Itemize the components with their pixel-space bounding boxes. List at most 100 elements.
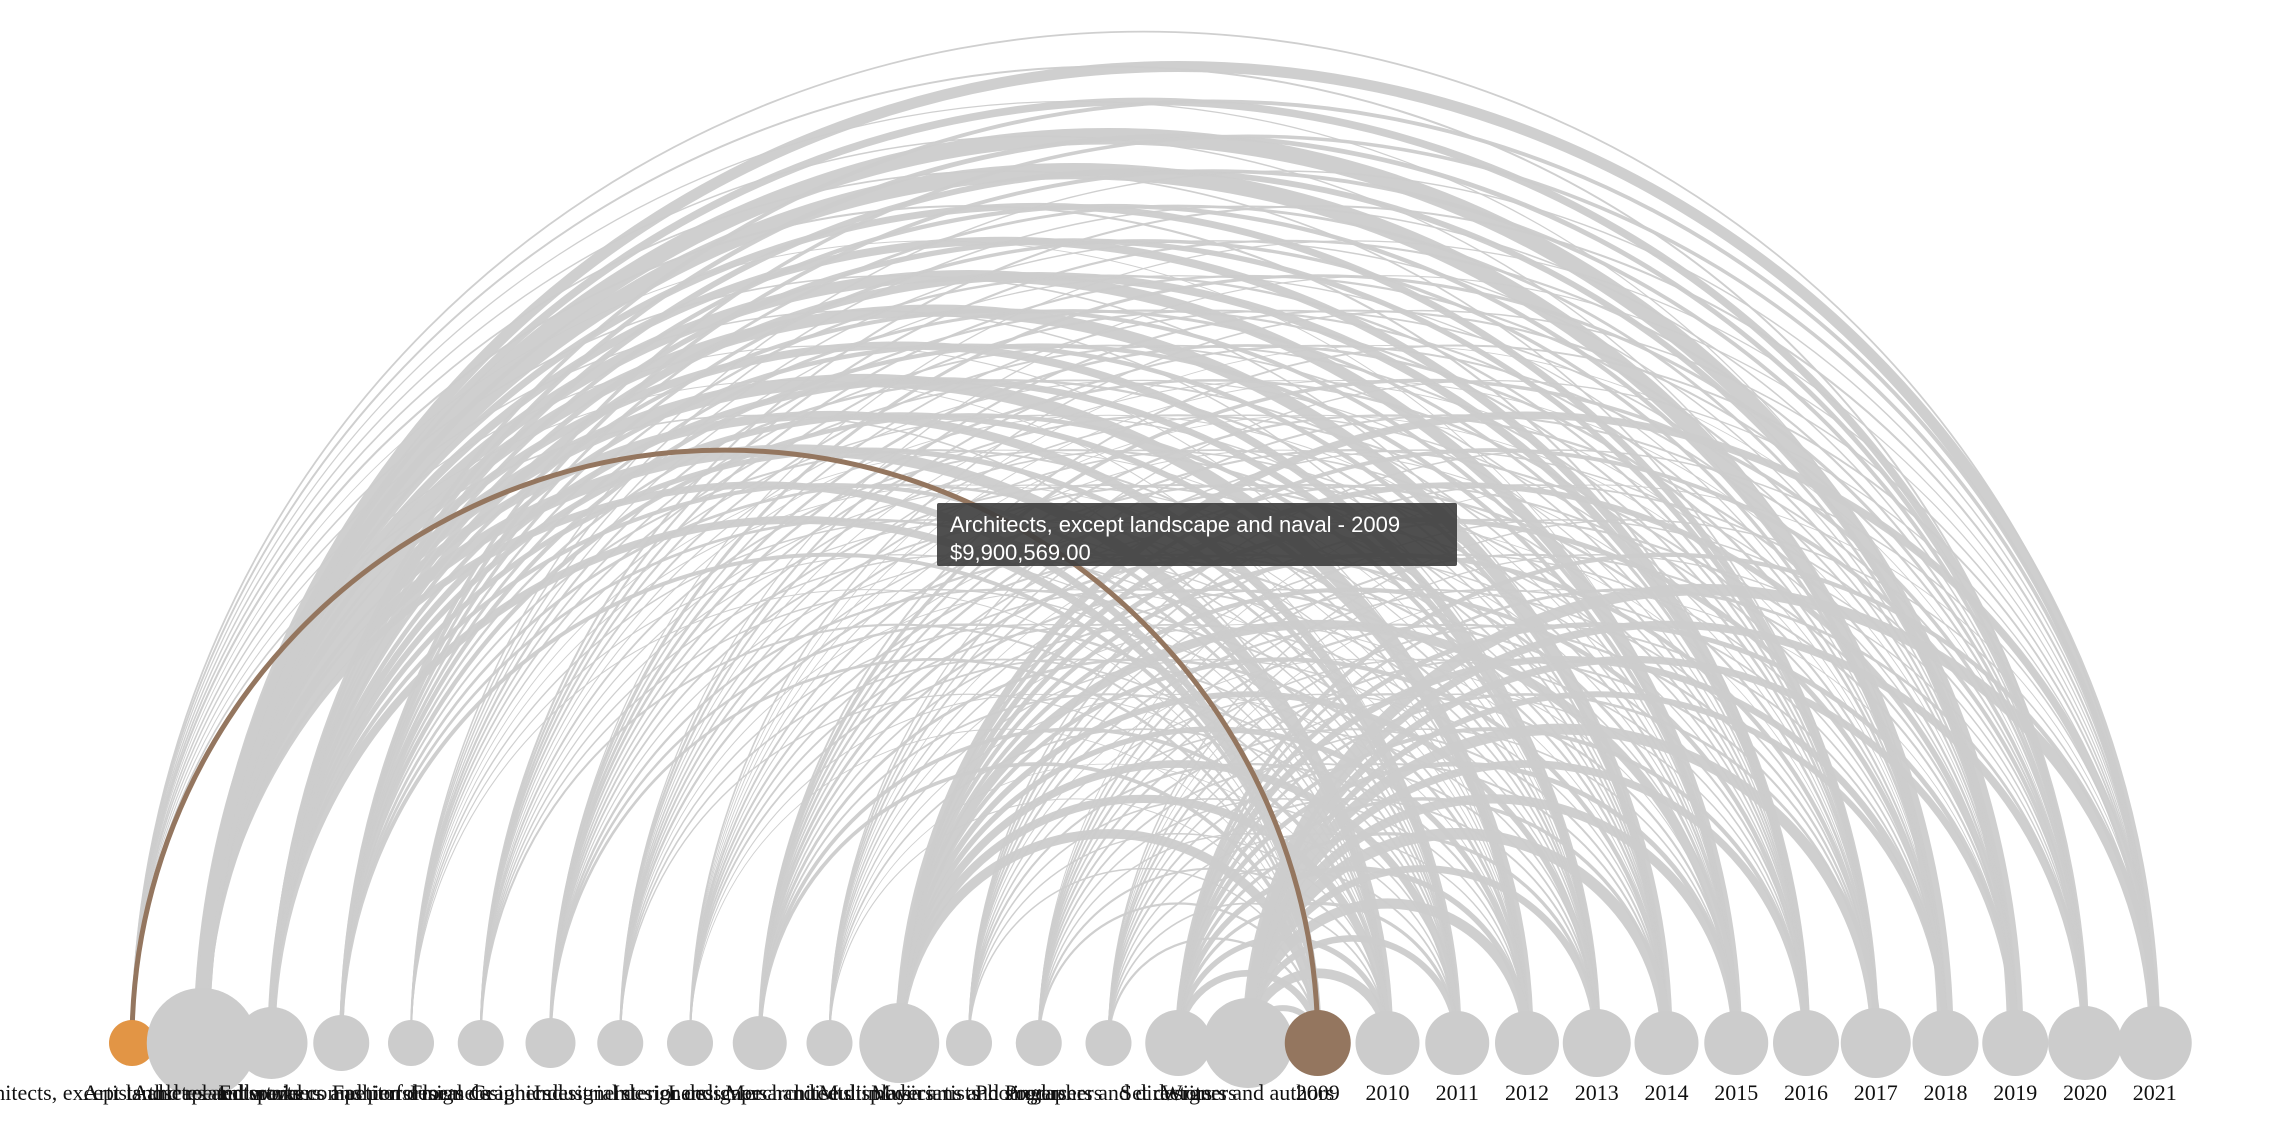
year-node-2014[interactable] (1634, 1011, 1699, 1075)
link-fashion-designers-2016[interactable] (410, 344, 1807, 1044)
link-fashion-designers-2019[interactable] (410, 240, 2016, 1044)
year-node-2010[interactable] (1355, 1011, 1420, 1075)
link-fashion-designers-2013[interactable] (410, 449, 1598, 1044)
link-industrial-designers-2015[interactable] (619, 483, 1738, 1044)
link-multimedia-artists-2020[interactable] (897, 448, 2087, 1044)
link-graphic-designers-2021[interactable] (549, 240, 2156, 1044)
link-producers-and-directors-2019[interactable] (1108, 589, 2016, 1044)
occupation-node-graphic-designers[interactable] (525, 1018, 576, 1068)
occupation-node-producers-and-directors[interactable] (1085, 1020, 1132, 1066)
link-floral-designers-2014[interactable] (479, 449, 1668, 1044)
highlighted-link[interactable] (129, 447, 1321, 1044)
link-interior-designers-2016[interactable] (688, 483, 1808, 1044)
occupation-node-musicians-and-singers[interactable] (946, 1020, 992, 1066)
occupation-node-fashion-designers[interactable] (388, 1020, 434, 1066)
link-floral-designers-2016[interactable] (480, 379, 1807, 1044)
link-merchandise-displayers-2021[interactable] (828, 379, 2156, 1044)
link-musicians-and-singers-2015[interactable] (968, 658, 1737, 1044)
occupation-node-entertainers-and-performers[interactable] (313, 1015, 370, 1071)
occupation-node-landscape-architects[interactable] (732, 1016, 787, 1070)
link-multimedia-artists-2013[interactable] (896, 691, 1600, 1044)
year-node-2011[interactable] (1425, 1011, 1490, 1075)
link-floral-designers-2017[interactable] (479, 344, 1877, 1044)
link-musicians-and-singers-2021[interactable] (968, 449, 2156, 1044)
link-photographers-2021[interactable] (1038, 484, 2156, 1044)
year-node-2017[interactable] (1840, 1008, 1911, 1078)
link-set-designers-2018[interactable] (1174, 656, 1949, 1044)
link-producers-and-directors-2013[interactable] (1107, 798, 1598, 1044)
link-athletes-and-sports-competitors-2021[interactable] (269, 99, 2157, 1044)
link-musicians-and-singers-2018[interactable] (968, 553, 1947, 1044)
link-graphic-designers-2011[interactable] (549, 588, 1459, 1044)
link-producers-and-directors-2021[interactable] (1107, 519, 2156, 1044)
link-interior-designers-2013[interactable] (689, 588, 1598, 1044)
link-industrial-designers-2018[interactable] (619, 379, 1947, 1044)
link-floral-designers-2018[interactable] (479, 309, 1947, 1044)
link-graphic-designers-2009[interactable] (549, 658, 1320, 1044)
link-multimedia-artists-2016[interactable] (897, 587, 1809, 1044)
link-athletes-and-sports-competitors-2014[interactable] (269, 343, 1669, 1044)
link-landscape-architects-2021[interactable] (758, 344, 2156, 1044)
year-node-2019[interactable] (1982, 1010, 2049, 1076)
link-photographers-2018[interactable] (1037, 588, 1947, 1044)
link-writers-and-authors-2017[interactable] (1242, 723, 1882, 1044)
link-artists-and-related-workers-2016[interactable] (197, 236, 1811, 1044)
occupation-node-artists-and-related-workers[interactable] (146, 988, 257, 1098)
link-industrial-designers-2012[interactable] (619, 589, 1528, 1044)
link-entertainers-and-performers-2018[interactable] (339, 239, 1948, 1044)
occupation-node-set-designers[interactable] (1145, 1010, 1212, 1076)
link-athletes-and-sports-competitors-2015[interactable] (269, 308, 1739, 1044)
year-node-2012[interactable] (1495, 1011, 1559, 1075)
link-floral-designers-2019[interactable] (479, 274, 2017, 1044)
link-musicians-and-singers-2014[interactable] (968, 693, 1668, 1044)
link-photographers-2015[interactable] (1037, 693, 1738, 1044)
link-industrial-designers-2010[interactable] (619, 658, 1389, 1044)
year-node-2018[interactable] (1912, 1010, 1979, 1076)
link-musicians-and-singers-2013[interactable] (968, 728, 1598, 1044)
link-multimedia-artists-2019[interactable] (896, 482, 2019, 1044)
link-athletes-and-sports-competitors-2016[interactable] (267, 271, 1811, 1044)
link-industrial-designers-2016[interactable] (619, 449, 1807, 1044)
link-landscape-architects-2018[interactable] (758, 449, 1947, 1044)
year-node-2009[interactable] (1284, 1010, 1351, 1076)
link-merchandise-displayers-2018[interactable] (828, 484, 1947, 1044)
link-musicians-and-singers-2017[interactable] (968, 588, 1877, 1044)
link-graphic-designers-2019[interactable] (549, 309, 2017, 1044)
year-node-2016[interactable] (1773, 1010, 1839, 1076)
link-landscape-architects-2017[interactable] (758, 483, 1877, 1044)
link-artists-and-related-workers-2019[interactable] (193, 128, 2024, 1044)
occupation-node-writers-and-authors[interactable] (1203, 998, 1293, 1088)
link-entertainers-and-performers-2020[interactable] (339, 169, 2087, 1044)
year-node-2020[interactable] (2048, 1006, 2122, 1080)
link-graphic-designers-2017[interactable] (549, 379, 1878, 1044)
link-set-designers-2019[interactable] (1175, 622, 2018, 1044)
occupation-node-multimedia-artists[interactable] (859, 1003, 940, 1083)
link-graphic-designers-2015[interactable] (549, 449, 1738, 1044)
link-writers-and-authors-2021[interactable] (1242, 583, 2161, 1044)
link-floral-designers-2020[interactable] (479, 239, 2087, 1044)
link-athletes-and-sports-competitors-2011[interactable] (268, 447, 1460, 1044)
link-industrial-designers-2019[interactable] (619, 344, 2017, 1044)
link-floral-designers-2021[interactable] (479, 204, 2156, 1044)
link-entertainers-and-performers-2015[interactable] (339, 343, 1739, 1044)
link-interior-designers-2011[interactable] (689, 658, 1459, 1044)
link-musicians-and-singers-2019[interactable] (967, 518, 2017, 1044)
occupation-node-architects-except-landscape-and-naval[interactable] (109, 1020, 155, 1066)
occupation-node-interior-designers[interactable] (667, 1020, 713, 1066)
link-set-designers-2013[interactable] (1176, 832, 1599, 1044)
link-athletes-and-sports-competitors-2013[interactable] (268, 377, 1600, 1044)
link-photographers-2012[interactable] (1037, 798, 1528, 1044)
link-industrial-designers-2021[interactable] (619, 275, 2156, 1044)
year-node-2021[interactable] (2117, 1006, 2192, 1080)
link-photographers-2014[interactable] (1037, 728, 1668, 1044)
link-writers-and-authors-2018[interactable] (1245, 691, 1949, 1044)
link-entertainers-and-performers-2021[interactable] (339, 134, 2157, 1044)
link-set-designers-2016[interactable] (1176, 727, 1808, 1044)
link-photographers-2019[interactable] (1037, 553, 2017, 1044)
link-landscape-architects-2020[interactable] (757, 378, 2087, 1044)
link-producers-and-directors-2020[interactable] (1107, 554, 2086, 1044)
year-node-2013[interactable] (1562, 1009, 1631, 1077)
link-graphic-designers-2018[interactable] (549, 344, 1947, 1044)
link-producers-and-directors-2016[interactable] (1107, 693, 1807, 1044)
occupation-node-photographers[interactable] (1015, 1020, 1062, 1066)
